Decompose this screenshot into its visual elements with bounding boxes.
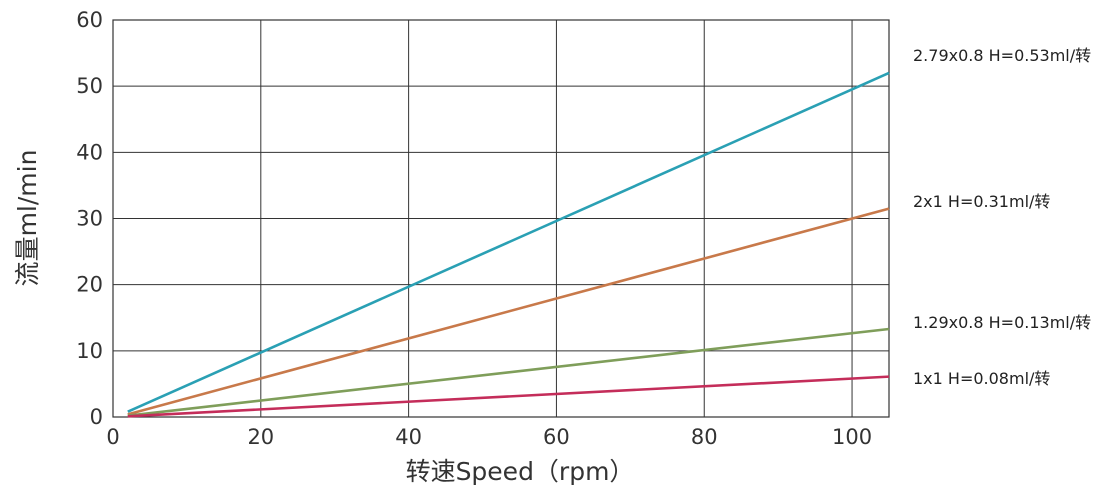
- series-lines: [127, 71, 890, 418]
- y-tick-label: 10: [76, 339, 103, 363]
- series-line-2: [127, 207, 890, 416]
- x-tick-label: 100: [832, 425, 872, 449]
- series-line-1: [127, 71, 890, 413]
- grid: [112, 19, 890, 418]
- y-axis-ticks: 0 10 20 30 40 50 60: [76, 8, 103, 429]
- series-label-2: 2x1 H=0.31ml/转: [913, 192, 1050, 211]
- y-tick-label: 50: [76, 74, 103, 98]
- series-labels: 2.79x0.8 H=0.53ml/转 2x1 H=0.31ml/转 1.29x0.…: [913, 46, 1091, 388]
- series-line-4: [127, 375, 890, 418]
- x-tick-label: 0: [106, 425, 119, 449]
- series-label-4: 1x1 H=0.08ml/转: [913, 369, 1050, 388]
- y-tick-label: 60: [76, 8, 103, 32]
- y-tick-label: 20: [76, 273, 103, 297]
- series-line-3: [127, 327, 890, 417]
- x-axis-label: 转速Speed（rpm）: [406, 457, 635, 486]
- y-axis-label: 流量ml/min: [13, 150, 42, 287]
- series-label-3: 1.29x0.8 H=0.13ml/转: [913, 313, 1091, 332]
- y-tick-label: 40: [76, 140, 103, 164]
- x-tick-label: 20: [247, 425, 274, 449]
- x-tick-label: 40: [395, 425, 422, 449]
- y-tick-label: 30: [76, 207, 103, 231]
- y-tick-label: 0: [90, 405, 103, 429]
- series-label-1: 2.79x0.8 H=0.53ml/转: [913, 46, 1091, 65]
- x-tick-label: 80: [691, 425, 718, 449]
- x-tick-label: 60: [543, 425, 570, 449]
- x-axis-ticks: 0 20 40 60 80 100: [106, 425, 872, 449]
